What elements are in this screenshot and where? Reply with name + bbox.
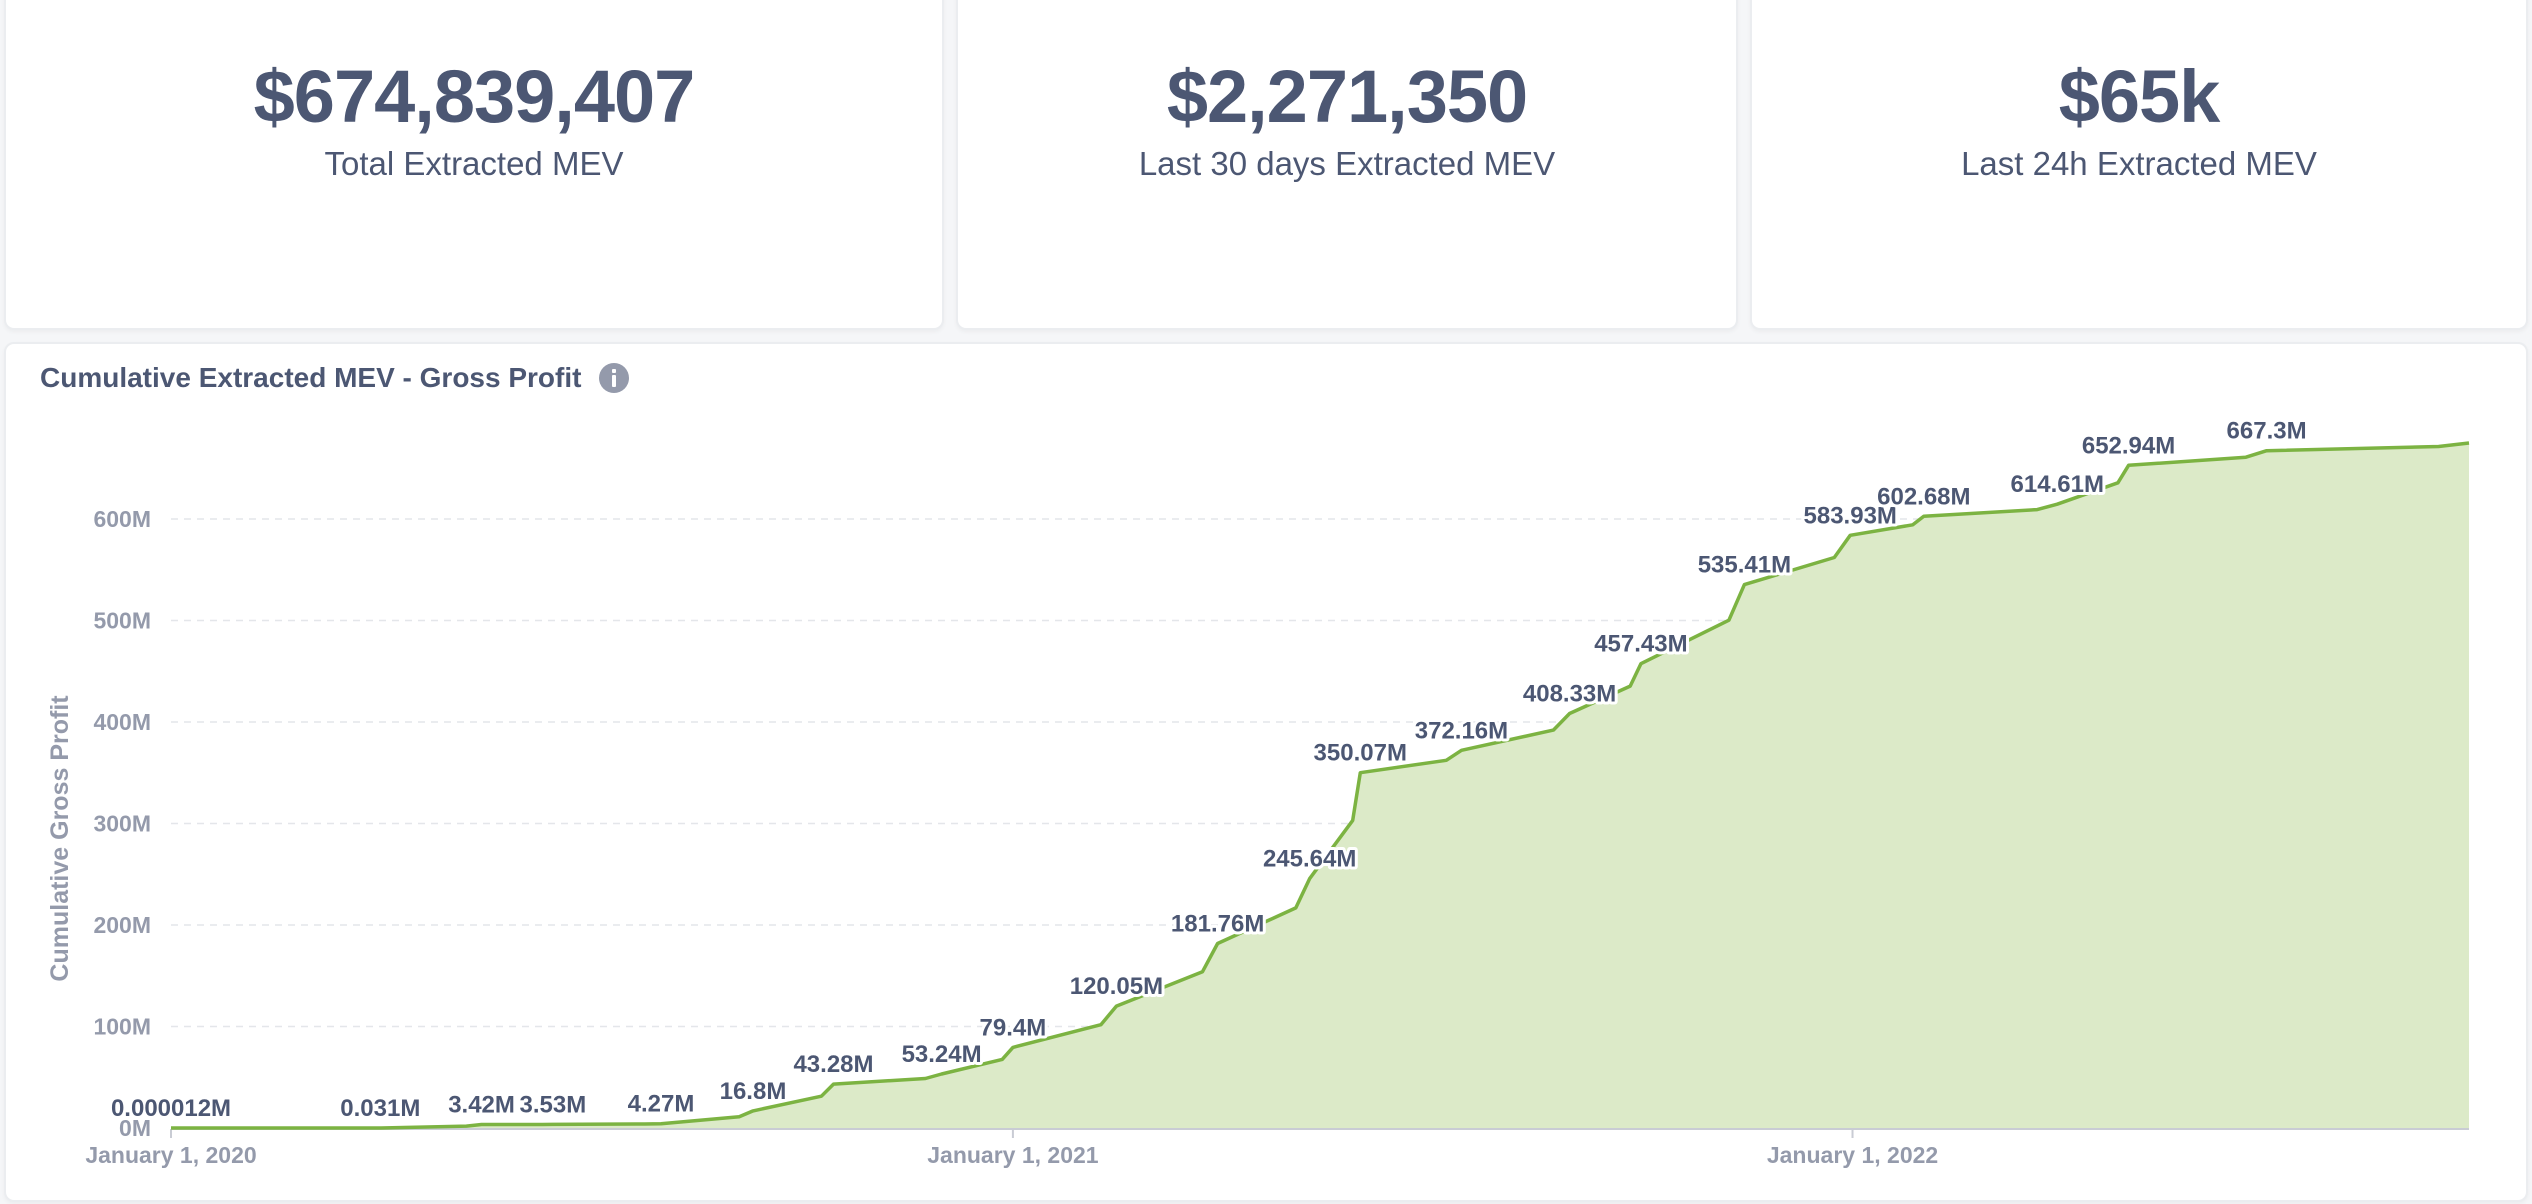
data-label: 614.61M — [2011, 471, 2104, 498]
stat-card-30d: $2,271,350 Last 30 days Extracted MEV — [956, 0, 1738, 330]
data-label: 245.64M — [1263, 846, 1356, 873]
last24-mev-value: $65k — [2058, 55, 2221, 138]
total-mev-value: $674,839,407 — [253, 55, 696, 138]
data-label: 16.8M — [720, 1078, 787, 1105]
x-tick-label: January 1, 2022 — [1767, 1142, 1938, 1168]
data-label: 457.43M — [1594, 631, 1687, 658]
data-label: 652.94M — [2082, 432, 2175, 459]
last30-mev-value: $2,271,350 — [1166, 55, 1528, 138]
stat-card-total: $674,839,407 Total Extracted MEV — [4, 0, 944, 330]
total-mev-label: Total Extracted MEV — [324, 145, 624, 182]
data-label: 602.68M — [1877, 483, 1970, 510]
data-label: 79.4M — [980, 1014, 1047, 1041]
x-tick-label: January 1, 2020 — [85, 1142, 256, 1168]
cumulative-mev-chart: 0M 100M 200M 300M 400M 500M 600M Cumulative Gro… — [46, 415, 2470, 1168]
data-label: 583.93M — [1804, 502, 1897, 529]
series-line — [171, 441, 2470, 1130]
y-tick-label: 300M — [93, 811, 151, 837]
y-tick-label: 100M — [93, 1014, 151, 1040]
data-label: 408.33M — [1523, 681, 1616, 708]
y-tick-label: 600M — [93, 506, 151, 532]
stat-card-24h: $65k Last 24h Extracted MEV — [1750, 0, 2528, 330]
y-tick-label: 400M — [93, 709, 151, 735]
chart-header: Cumulative Extracted MEV - Gross Profit — [40, 362, 630, 394]
last24-mev-label: Last 24h Extracted MEV — [1961, 145, 2317, 182]
area-fill — [171, 443, 2469, 1128]
data-label: 0.031M — [340, 1095, 420, 1122]
data-label: 43.28M — [793, 1051, 873, 1078]
x-tick-label: January 1, 2021 — [927, 1142, 1099, 1168]
y-axis-title: Cumulative Gross Profit — [46, 695, 74, 982]
chart-title: Cumulative Extracted MEV - Gross Profit — [40, 362, 582, 393]
data-label: 53.24M — [902, 1041, 982, 1068]
y-tick-label: 0M — [119, 1115, 151, 1141]
data-label: 181.76M — [1171, 911, 1264, 938]
data-label: 0.000012M — [111, 1095, 231, 1122]
y-tick-label: 200M — [93, 912, 151, 938]
data-label: 3.42M — [448, 1092, 515, 1119]
data-label: 4.27M — [628, 1091, 695, 1118]
y-tick-label: 500M — [93, 608, 151, 634]
last30-mev-label: Last 30 days Extracted MEV — [1138, 145, 1556, 182]
data-label: 120.05M — [1070, 973, 1163, 1000]
data-label: 667.3M — [2227, 418, 2307, 445]
data-label: 3.53M — [519, 1091, 586, 1118]
cumulative-mev-chart-card: 0M 100M 200M 300M 400M 500M 600M Cumulative Gro… — [4, 342, 2528, 1202]
data-label: 350.07M — [1314, 740, 1407, 767]
data-label: 372.16M — [1415, 717, 1508, 744]
info-icon[interactable] — [599, 363, 630, 393]
data-label: 535.41M — [1698, 552, 1791, 579]
